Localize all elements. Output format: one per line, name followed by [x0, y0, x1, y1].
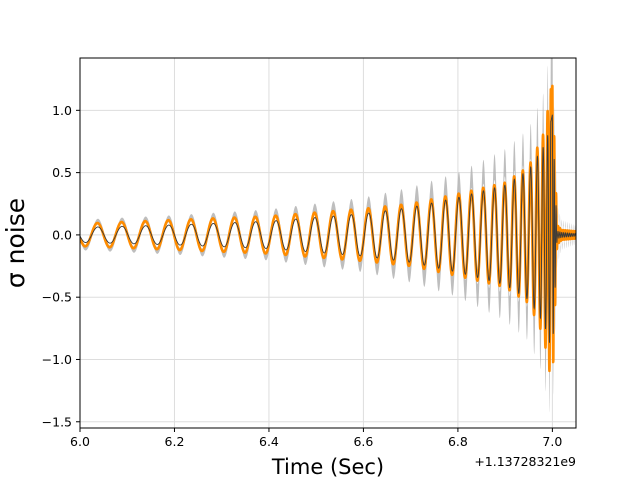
y-tick-label: 0.0	[52, 227, 72, 242]
plot-frame	[79, 57, 577, 429]
x-tick-label: 6.6	[353, 434, 373, 449]
x-axis-label: Time (Sec)	[271, 455, 384, 479]
y-tick-label: 1.0	[52, 103, 72, 118]
x-tick-label: 6.2	[165, 434, 185, 449]
orange-series-line	[80, 84, 576, 373]
x-offset-label: +1.13728321e9	[474, 454, 576, 469]
x-tick-label: 6.8	[448, 434, 468, 449]
series-layer	[80, 58, 576, 413]
y-ticks: −1.5 −1.0 −0.5 0.0 0.5 1.0	[42, 103, 80, 429]
y-tick-label: 0.5	[52, 165, 72, 180]
x-tick-label: 6.0	[70, 434, 90, 449]
median-series-line	[80, 114, 576, 343]
y-axis-label: σ noise	[1, 198, 30, 288]
y-tick-label: −1.5	[42, 414, 72, 429]
y-tick-label: −1.0	[42, 352, 72, 367]
x-ticks: 6.0 6.2 6.4 6.6 6.8 7.0	[70, 428, 562, 449]
x-tick-label: 6.4	[259, 434, 279, 449]
y-tick-label: −0.5	[42, 290, 72, 305]
x-tick-label: 7.0	[542, 434, 562, 449]
